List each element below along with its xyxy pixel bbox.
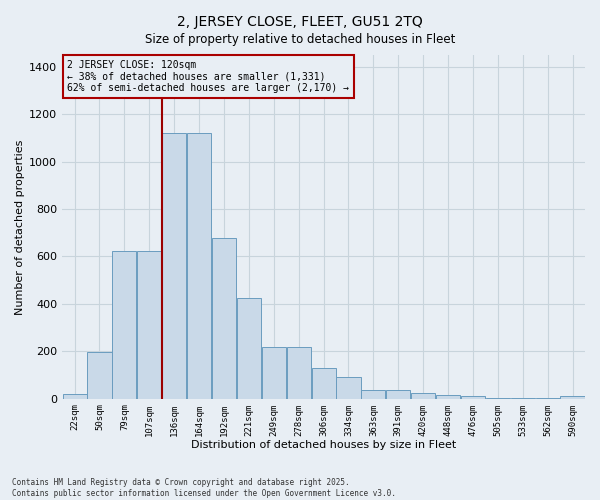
Text: Size of property relative to detached houses in Fleet: Size of property relative to detached ho…: [145, 32, 455, 46]
Bar: [311, 368, 335, 398]
Bar: [337, 378, 361, 398]
Bar: [137, 250, 161, 398]
Text: 2 JERSEY CLOSE: 120sqm
← 38% of detached houses are smaller (1,331)
62% of semi-: 2 JERSEY CLOSE: 120sqm ← 38% of detached…: [67, 60, 349, 94]
Bar: [560, 396, 584, 398]
X-axis label: Distribution of detached houses by size in Fleet: Distribution of detached houses by size …: [191, 440, 456, 450]
Bar: [187, 133, 211, 398]
Bar: [386, 390, 410, 398]
Bar: [112, 250, 136, 398]
Text: Contains HM Land Registry data © Crown copyright and database right 2025.
Contai: Contains HM Land Registry data © Crown c…: [12, 478, 396, 498]
Bar: [88, 352, 112, 399]
Bar: [162, 133, 186, 398]
Bar: [461, 396, 485, 398]
Bar: [212, 238, 236, 398]
Y-axis label: Number of detached properties: Number of detached properties: [15, 139, 25, 314]
Bar: [262, 346, 286, 399]
Bar: [237, 298, 261, 398]
Bar: [287, 346, 311, 399]
Bar: [62, 394, 86, 398]
Text: 2, JERSEY CLOSE, FLEET, GU51 2TQ: 2, JERSEY CLOSE, FLEET, GU51 2TQ: [177, 15, 423, 29]
Bar: [411, 393, 435, 398]
Bar: [436, 395, 460, 398]
Bar: [361, 390, 385, 398]
